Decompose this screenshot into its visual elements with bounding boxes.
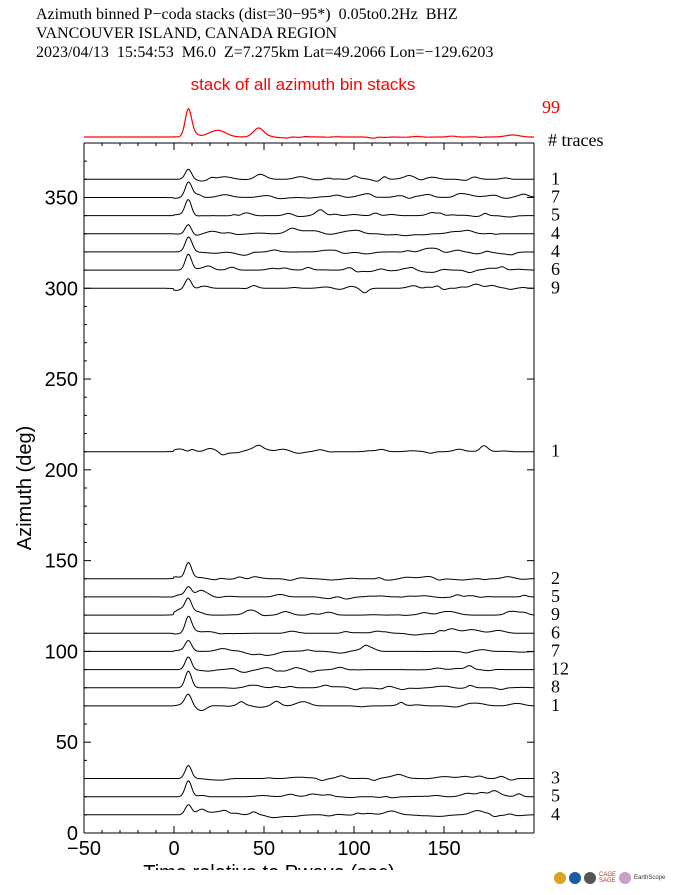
- trace-count-label: 1: [551, 441, 560, 461]
- azimuth-trace-line: [84, 670, 535, 691]
- x-tick-label: −50: [67, 838, 101, 860]
- trace-count-label: 6: [551, 259, 560, 279]
- azimuth-trace-line: [84, 278, 534, 294]
- header-line-2: VANCOUVER ISLAND, CANADA REGION: [36, 25, 338, 42]
- trace-count-label: 3: [551, 768, 560, 788]
- azimuth-trace-line: [84, 181, 535, 200]
- y-tick-label: 300: [45, 278, 78, 300]
- azimuth-trace-line: [84, 639, 534, 657]
- azimuth-trace-line: [84, 597, 535, 617]
- trace-count-label: 4: [551, 804, 560, 824]
- azimuth-trace-line: [84, 780, 534, 799]
- y-tick-label: 50: [56, 732, 78, 754]
- cage-sage-logo: CAGE SAGE: [599, 872, 617, 884]
- azimuth-trace-line: [84, 224, 534, 237]
- header-line-1: Azimuth binned P−coda stacks (dist=30−95…: [36, 6, 458, 23]
- azimuth-trace-line: [84, 236, 534, 256]
- header-line-3: 2023/04/13 15:54:53 M6.0 Z=7.275km Lat=4…: [36, 44, 494, 61]
- y-tick-label: 250: [45, 369, 78, 391]
- globe-logo-icon: [554, 872, 566, 884]
- traces-header: # traces: [548, 130, 603, 150]
- y-tick-label: 100: [45, 641, 78, 663]
- trace-count-label: 7: [551, 640, 560, 660]
- x-tick-label: 50: [253, 838, 275, 860]
- stack-trace-line: [84, 107, 534, 139]
- trace-count-label: 7: [551, 186, 560, 206]
- trace-count-label: 9: [551, 277, 560, 297]
- trace-count-label: 12: [551, 659, 569, 679]
- stack-trace-count: 99: [542, 97, 560, 117]
- azimuth-trace-line: [84, 764, 534, 782]
- azimuth-trace-line: [84, 253, 534, 273]
- azimuth-trace-line: [84, 168, 534, 182]
- trace-count-label: 9: [551, 604, 560, 624]
- azimuth-trace-line: [84, 444, 534, 456]
- trace-count-label: 4: [551, 241, 560, 261]
- x-axis-label: Time relative to Pwave (sec): [143, 862, 395, 870]
- iris-logo-icon: [584, 872, 596, 884]
- azimuth-trace-line: [84, 586, 534, 600]
- y-tick-label: 350: [45, 187, 78, 209]
- trace-count-label: 1: [551, 695, 560, 715]
- azimuth-trace-line: [84, 561, 534, 581]
- y-tick-label: 150: [45, 551, 78, 573]
- x-tick-label: 0: [168, 838, 179, 860]
- stack-label: stack of all azimuth bin stacks: [191, 75, 416, 94]
- nsf-logo-icon: [569, 872, 581, 884]
- trace-count-label: 4: [551, 223, 560, 243]
- trace-count-label: 5: [551, 586, 560, 606]
- footer-logos: CAGE SAGE EarthScope: [554, 868, 682, 888]
- azimuth-trace-line: [84, 615, 534, 636]
- y-tick-label: 200: [45, 460, 78, 482]
- azimuth-trace-line: [84, 199, 534, 218]
- trace-count-label: 8: [551, 677, 560, 697]
- trace-count-label: 5: [551, 205, 560, 225]
- trace-count-label: 1: [551, 168, 560, 188]
- earthscope-logo-icon: [619, 872, 632, 884]
- y-tick-label: 0: [67, 823, 78, 845]
- y-axis-label: Azimuth (deg): [14, 426, 36, 551]
- azimuth-trace-line: [84, 656, 534, 673]
- trace-count-label: 5: [551, 786, 560, 806]
- earthscope-logo-text: EarthScope: [634, 875, 666, 881]
- x-tick-label: 100: [337, 838, 370, 860]
- trace-count-label: 6: [551, 622, 560, 642]
- azimuth-trace-line: [84, 804, 534, 819]
- azimuth-trace-line: [84, 693, 534, 711]
- x-tick-label: 150: [427, 838, 460, 860]
- trace-count-label: 2: [551, 568, 560, 588]
